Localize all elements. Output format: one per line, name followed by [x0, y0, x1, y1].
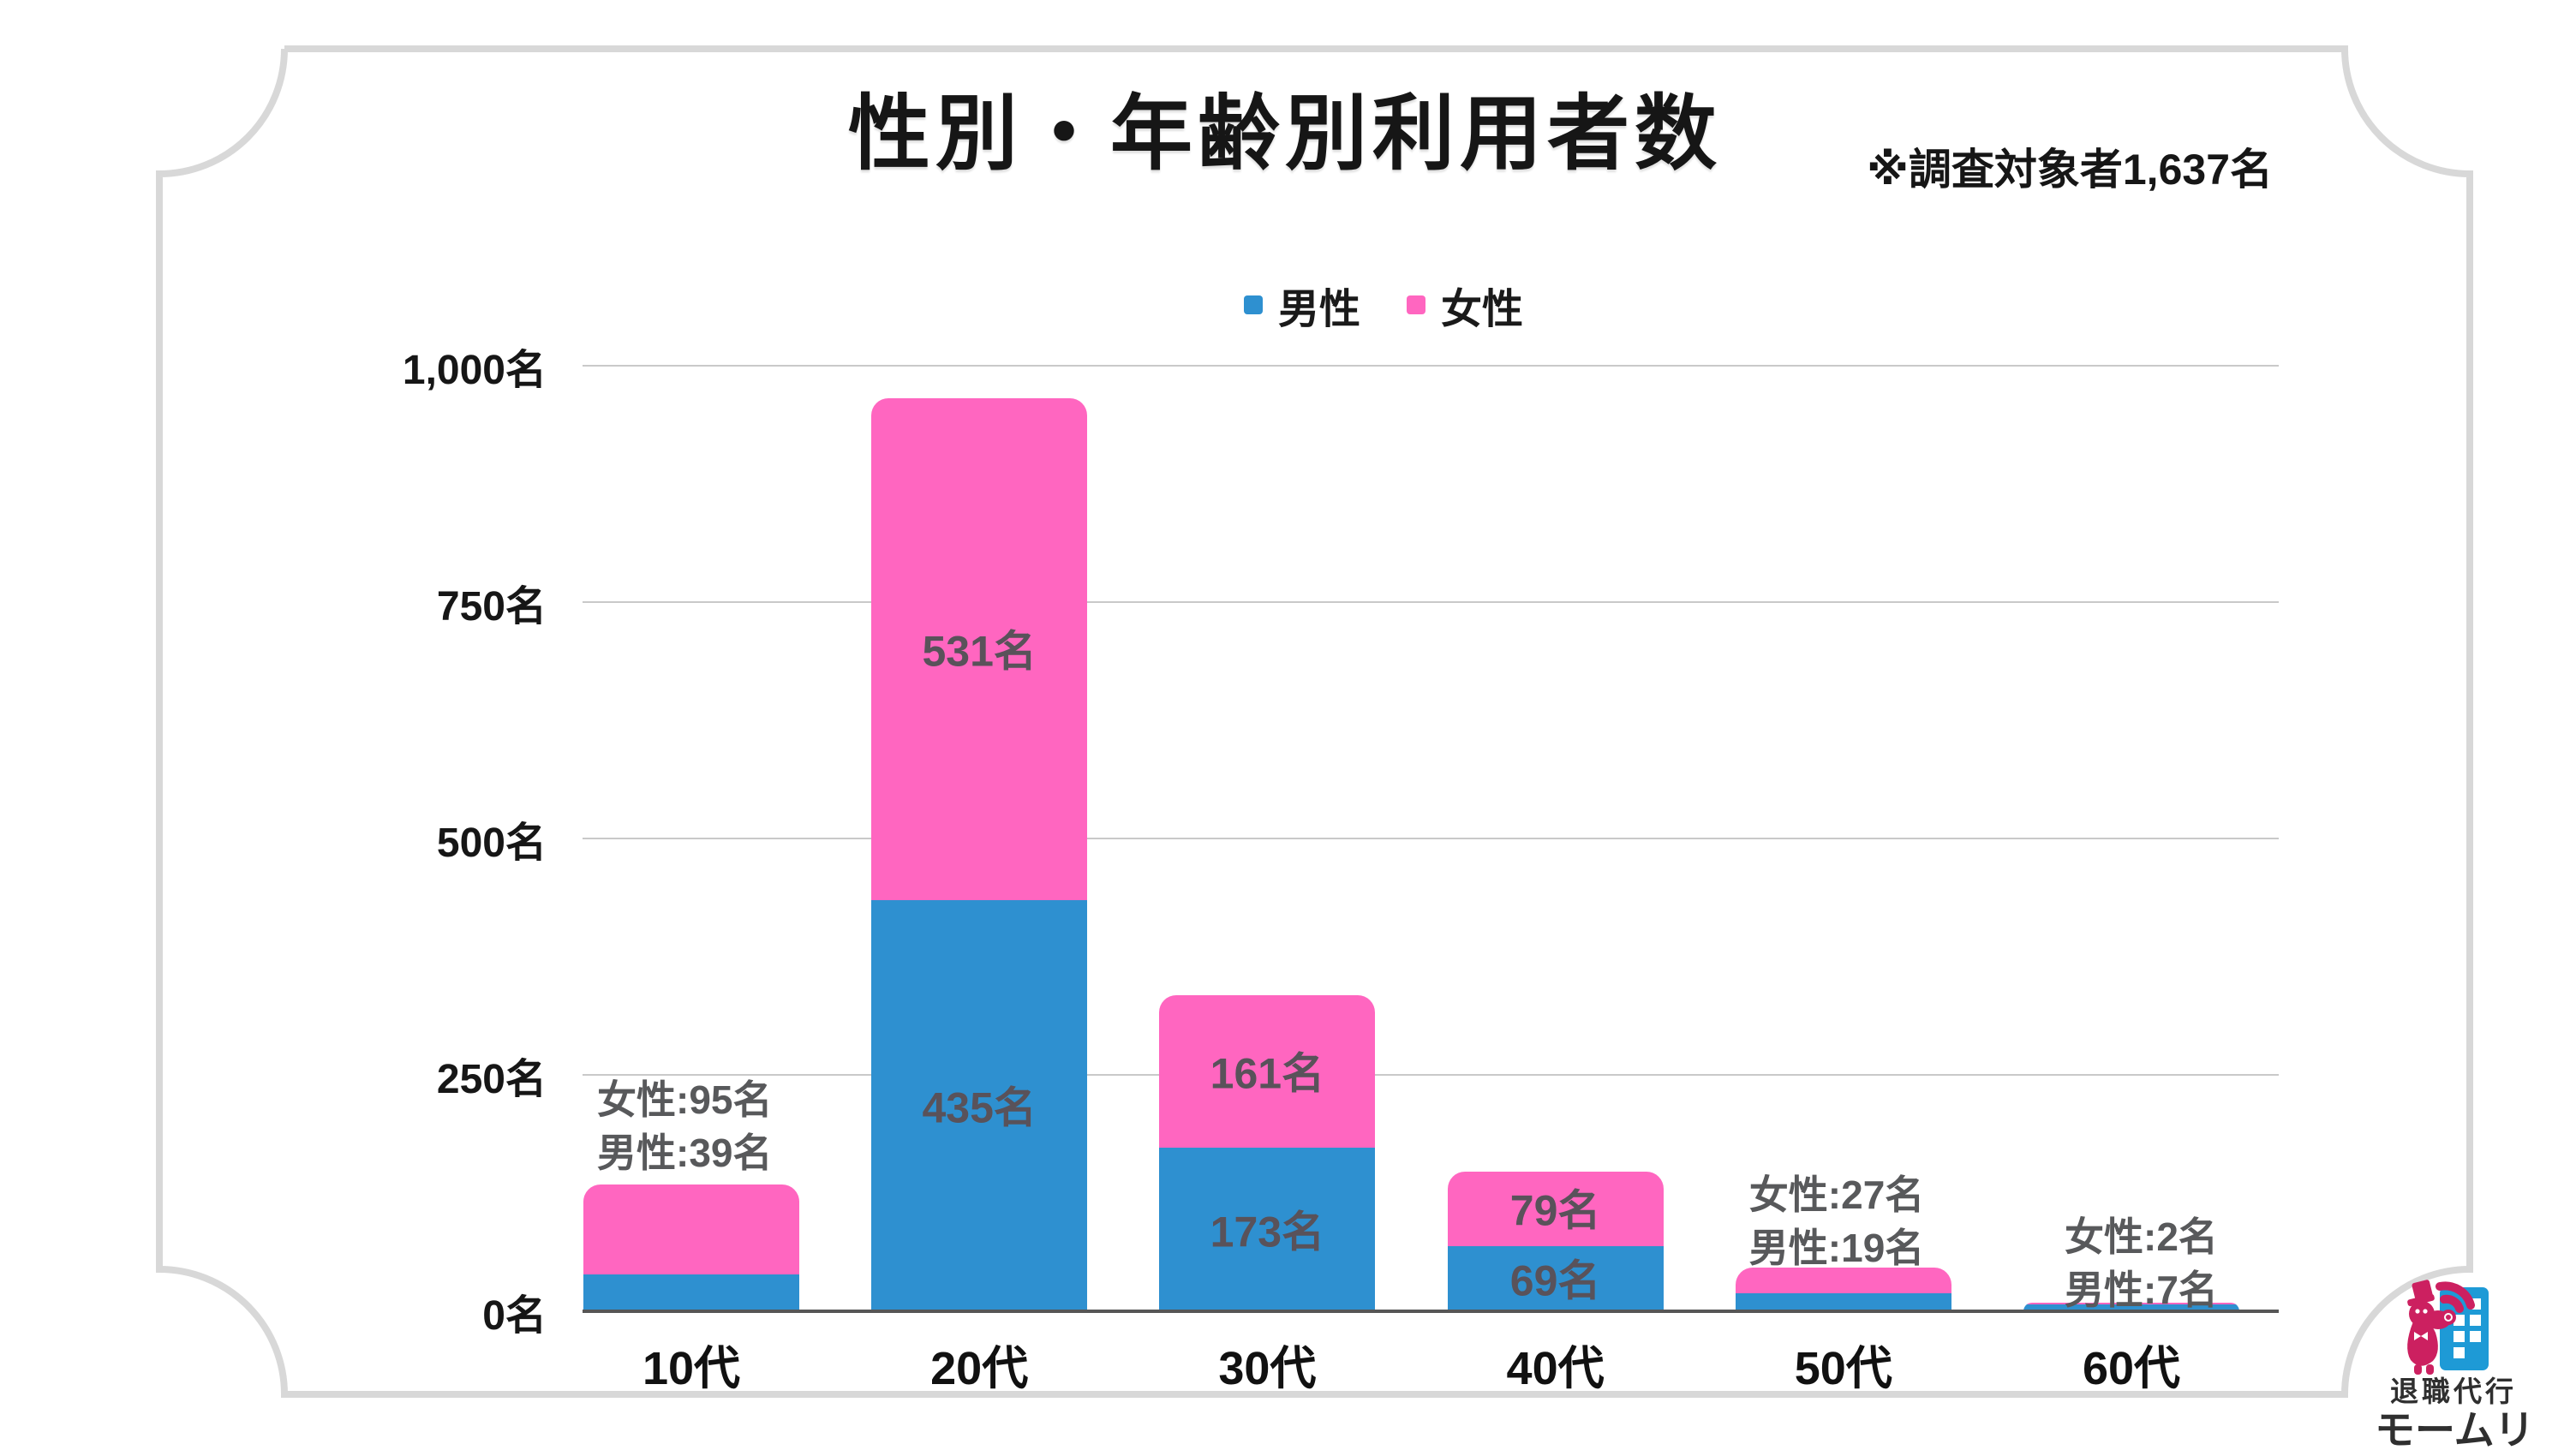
stacked-bar: [1159, 995, 1376, 1311]
legend-item-female: 女性: [1407, 275, 1523, 335]
y-axis-tick-label: 1,000名: [402, 348, 547, 393]
y-axis-tick-label: 250名: [436, 1057, 547, 1102]
bar-segment-male: [1447, 1245, 1664, 1311]
logo-tagline: 退職代行: [2390, 1375, 2517, 1407]
bar-segment-male: [583, 1274, 799, 1311]
y-axis-tick-label: 750名: [436, 584, 547, 630]
legend-item-male: 男性: [1244, 275, 1360, 335]
stacked-bar: [871, 397, 1088, 1311]
survey-note: ※調査対象者1,637名: [1867, 146, 2273, 194]
y-axis-tick-label: 500名: [436, 820, 547, 866]
male-swatch-icon: [1244, 295, 1263, 314]
bar-annotation: 女性:95名 男性:39名: [597, 1073, 772, 1179]
bar-segment-male: [1735, 1293, 1951, 1311]
stacked-bar: [2023, 1303, 2239, 1311]
legend-female-label: 女性: [1441, 287, 1524, 332]
page-title: 性別・年齢別利用者数: [848, 88, 1722, 180]
bar-segment-female: [1159, 995, 1376, 1148]
bar-segment-female: [1447, 1171, 1664, 1246]
logo-brand: モームリ: [2375, 1407, 2535, 1453]
gridline: [583, 365, 2279, 367]
bar-value-label-male: 173名: [1210, 1208, 1325, 1256]
annotation-line: 男性:7名: [2065, 1268, 2218, 1313]
stacked-bar: [1735, 1268, 1951, 1311]
bar-value-label-male: 435名: [922, 1083, 1037, 1132]
bar-segment-male: [1159, 1147, 1376, 1311]
x-axis-tick-label: 10代: [642, 1343, 741, 1394]
bar-segment-male: [2023, 1304, 2239, 1311]
y-axis-tick-label: 0名: [482, 1293, 547, 1339]
bar-segment-female: [871, 397, 1088, 900]
bar-value-label-female: 161名: [1210, 1049, 1325, 1098]
stacked-bar: [1447, 1171, 1664, 1311]
frame-line: [156, 45, 2473, 1398]
x-axis-tick-label: 40代: [1506, 1343, 1605, 1394]
brand-logo: 退職代行 モームリ: [2373, 1240, 2570, 1453]
bar-segment-female: [2023, 1303, 2239, 1305]
x-axis-tick-label: 20代: [930, 1343, 1029, 1394]
bar-value-label-male: 69名: [1509, 1256, 1601, 1305]
annotation-line: 女性:2名: [2065, 1214, 2218, 1260]
annotation-line: 女性:27名: [1748, 1173, 1925, 1218]
momuri-mascot-icon: [2407, 1280, 2456, 1375]
bar-annotation: 女性:2名男性:7名: [2065, 1210, 2218, 1316]
x-axis-tick-label: 30代: [1218, 1343, 1317, 1394]
gridline: [583, 1074, 2279, 1076]
bar-value-label-female: 531名: [922, 627, 1037, 676]
knock-signal-icon: [2436, 1281, 2475, 1313]
logo-mark: [2407, 1280, 2489, 1375]
legend-male-label: 男性: [1278, 287, 1361, 332]
x-axis-line: [583, 1310, 2279, 1313]
annotation-line: 男性:39名: [597, 1131, 773, 1176]
gridline: [583, 601, 2279, 603]
bar-segment-female: [583, 1184, 799, 1274]
x-axis-tick-label: 60代: [2082, 1343, 2181, 1394]
bar-annotation: 女性:27名 男性:19名: [1749, 1168, 1924, 1274]
female-swatch-icon: [1407, 295, 1426, 314]
bar-segment-female: [1735, 1268, 1951, 1293]
bar-segment-male: [871, 899, 1088, 1311]
gridline: [583, 838, 2279, 839]
x-axis-tick-label: 50代: [1794, 1343, 1892, 1394]
annotation-line: 女性:95名: [597, 1077, 773, 1123]
bar-value-label-female: 79名: [1509, 1186, 1601, 1235]
legend: 男性 女性: [1244, 283, 1523, 332]
stacked-bar: [583, 1184, 799, 1311]
annotation-line: 男性:19名: [1748, 1226, 1925, 1271]
